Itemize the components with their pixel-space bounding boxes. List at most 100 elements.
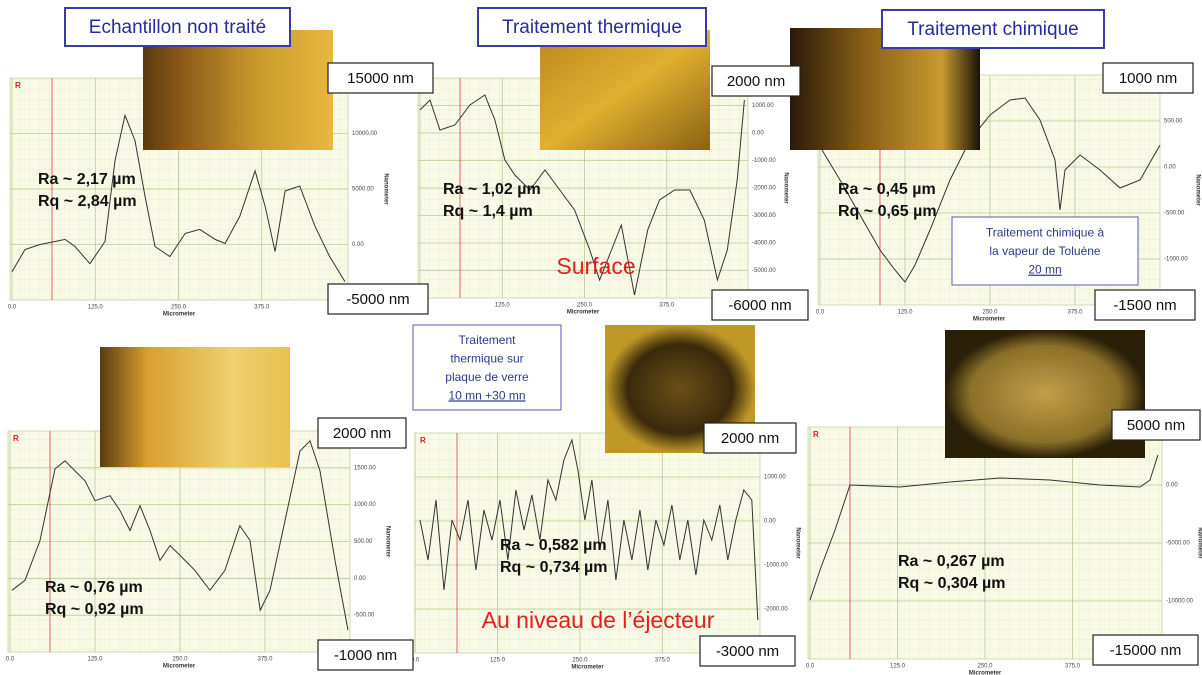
x-tick-label: 375.0 <box>659 303 675 309</box>
y-axis-label: Nanometer <box>782 172 788 204</box>
photo <box>143 30 333 150</box>
y-tick-label: -3000.00 <box>752 213 776 219</box>
note-box <box>412 324 562 411</box>
label: -3000 nm <box>716 643 779 660</box>
x-tick-label: 0.0 <box>6 657 15 663</box>
x-tick-label: 375.0 <box>1065 664 1081 670</box>
label: -1000 nm <box>334 647 397 664</box>
label: 2000 nm <box>333 425 391 442</box>
x-tick-label: 375.0 <box>257 657 273 663</box>
x-tick-label: 375.0 <box>254 305 270 311</box>
ra-label: Ra ~ 0,267 µm <box>898 553 1005 570</box>
x-tick-label: 125.0 <box>890 664 906 670</box>
y-axis-label: Nanometer <box>384 526 390 558</box>
caption: Surface <box>556 253 635 279</box>
ra-label: Ra ~ 1,02 µm <box>443 181 541 198</box>
y-tick-label: 10000.00 <box>352 131 378 137</box>
y-tick-label: -500.00 <box>1164 211 1185 217</box>
y-tick-label: 0.00 <box>752 131 764 137</box>
label: -6000 nm <box>728 297 791 314</box>
note-line: plaque de verre <box>445 370 529 384</box>
label-box <box>1111 409 1201 441</box>
label: 2000 nm <box>721 430 779 447</box>
labels: Echantillon non traité 15000 nm -5000 nm Ra… <box>38 7 1201 671</box>
label: 15000 nm <box>347 70 414 87</box>
marker-label: R <box>15 81 21 90</box>
rq-label: Rq ~ 0,92 µm <box>45 601 144 618</box>
x-tick-label: 250.0 <box>977 664 993 670</box>
note-line: Traitement <box>459 333 517 347</box>
profile-line <box>11 113 346 283</box>
x-tick-label: 250.0 <box>171 305 187 311</box>
label: Echantillon non traité <box>89 17 266 38</box>
y-tick-label: -2000.00 <box>764 607 788 613</box>
y-tick-label: 1000.00 <box>354 502 376 508</box>
x-tick-label: 250.0 <box>577 303 593 309</box>
profile-chart: 1000.00 0.00 -1000.00 -2000.00 0.0 125.0 250.0… <box>411 432 800 671</box>
x-axis-label: Micrometer <box>973 317 1006 323</box>
caption: Au niveau de l’éjecteur <box>482 607 715 633</box>
x-axis-label: Micrometer <box>163 664 196 670</box>
y-tick-label: 0.00 <box>1166 483 1178 489</box>
x-tick-label: 250.0 <box>982 310 998 316</box>
x-axis-label: Micrometer <box>969 671 1002 675</box>
marker-label: R <box>13 434 19 443</box>
label-box <box>1092 634 1199 666</box>
x-tick-label: 0.0 <box>806 664 815 670</box>
rq-label: Rq ~ 0,734 µm <box>500 559 608 576</box>
x-axis-label: Micrometer <box>567 310 600 316</box>
y-tick-label: -1000.00 <box>752 158 776 164</box>
label-box <box>317 639 414 671</box>
ra-label: Ra ~ 0,582 µm <box>500 537 607 554</box>
ra-label: Ra ~ 0,76 µm <box>45 579 143 596</box>
note-line: 20 mn <box>1028 263 1061 277</box>
x-tick-label: 125.0 <box>495 303 511 309</box>
label-box <box>327 62 434 94</box>
photos <box>100 28 1145 467</box>
x-axis-label: Micrometer <box>163 312 196 318</box>
x-tick-label: 250.0 <box>572 658 588 664</box>
profile-line <box>11 439 349 631</box>
y-tick-label: 0.00 <box>352 242 364 248</box>
label-box <box>881 9 1105 49</box>
profile-line <box>419 438 759 621</box>
y-axis-label: Nanometer <box>1196 527 1202 559</box>
rq-label: Rq ~ 0,304 µm <box>898 575 1006 592</box>
y-tick-label: -5000.00 <box>1166 541 1190 547</box>
y-tick-label: -500.00 <box>354 613 375 619</box>
y-tick-label: -1000.00 <box>764 563 788 569</box>
profile-line <box>419 94 745 296</box>
y-tick-label: 0.00 <box>354 576 366 582</box>
y-tick-label: -10000.00 <box>1166 599 1194 605</box>
marker-label: R <box>420 436 426 445</box>
label-box <box>317 417 407 449</box>
ra-label: Ra ~ 0,45 µm <box>838 181 936 198</box>
y-tick-label: 500.00 <box>354 539 373 545</box>
rq-label: Rq ~ 2,84 µm <box>38 193 137 210</box>
label: -1500 nm <box>1113 297 1176 314</box>
label: Traitement thermique <box>502 17 682 38</box>
photo <box>100 347 290 467</box>
note-line: 10 mn +30 mn <box>448 388 525 402</box>
y-tick-label: 5000.00 <box>352 187 374 193</box>
note-line: thermique sur <box>450 351 523 365</box>
label-box <box>477 7 707 47</box>
label-box <box>64 7 291 47</box>
note-box <box>951 216 1139 286</box>
y-tick-label: 0.00 <box>1164 165 1176 171</box>
label-box <box>711 289 809 321</box>
label-box <box>1102 62 1194 94</box>
label: Traitement chimique <box>907 19 1078 40</box>
x-tick-label: 0.0 <box>411 658 420 664</box>
y-tick-label: 500.00 <box>1164 119 1183 125</box>
y-tick-label: -2000.00 <box>752 186 776 192</box>
label-box <box>703 422 797 454</box>
label-box <box>699 635 796 667</box>
ra-label: Ra ~ 2,17 µm <box>38 171 136 188</box>
x-tick-label: 0.0 <box>8 305 17 311</box>
photo <box>540 30 710 150</box>
label-box <box>711 65 801 97</box>
y-axis-label: Nanometer <box>1194 174 1200 206</box>
x-tick-label: 0.0 <box>816 310 825 316</box>
